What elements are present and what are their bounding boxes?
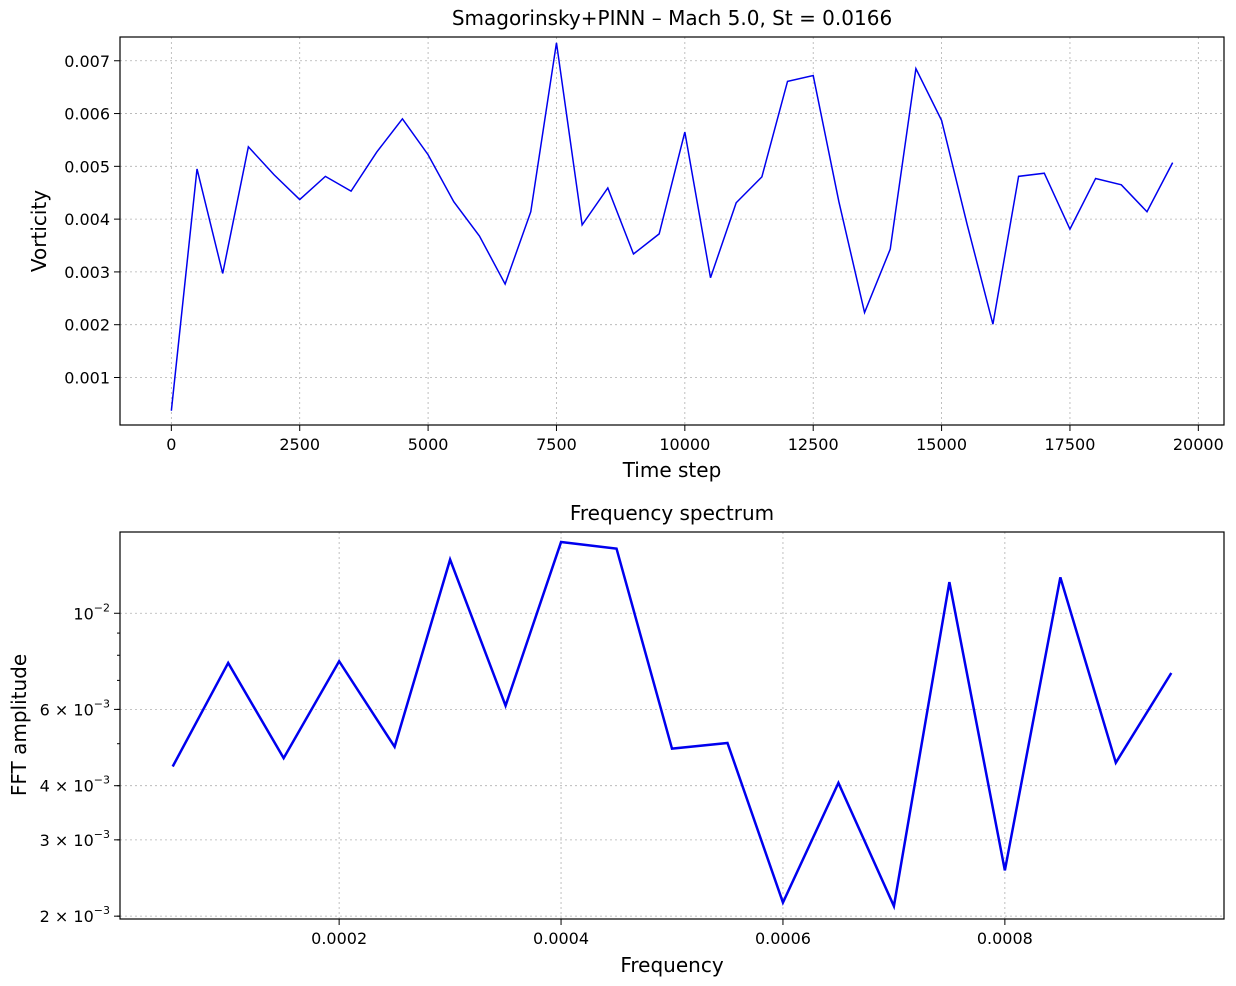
y-tick-label: 10−2: [73, 601, 110, 623]
x-tick-label: 0.0002: [311, 929, 367, 948]
vorticity-panel: Smagorinsky+PINN – Mach 5.0, St = 0.0166…: [27, 6, 1225, 482]
y-tick-label: 2 × 10−3: [40, 904, 110, 926]
vorticity-x-axis-label: Time step: [622, 458, 722, 482]
y-tick-label: 0.007: [64, 52, 110, 71]
y-tick-label: 0.001: [64, 368, 110, 387]
vorticity-grid: [120, 37, 1224, 425]
x-tick-label: 0: [166, 435, 176, 454]
y-tick-label: 4 × 10−3: [40, 774, 110, 796]
spectrum-panel: Frequency spectrum 0.0002 0.0004 0.0006 0.0…: [7, 501, 1225, 977]
x-tick-label: 0.0006: [755, 929, 811, 948]
spectrum-series-line: [171, 540, 1173, 911]
x-tick-label: 20000: [1173, 435, 1224, 454]
x-tick-label: 10000: [659, 435, 710, 454]
y-tick-label: 0.004: [64, 210, 110, 229]
vorticity-series-line: [170, 42, 1174, 411]
y-tick-label: 0.002: [64, 316, 110, 335]
vorticity-y-axis-label: Vorticity: [27, 190, 51, 272]
x-tick-label: 5000: [408, 435, 449, 454]
spectrum-grid: [120, 532, 1224, 919]
spectrum-y-axis-label: FFT amplitude: [7, 654, 31, 796]
x-tick-label: 17500: [1045, 435, 1096, 454]
x-tick-label: 7500: [536, 435, 577, 454]
x-tick-label: 15000: [916, 435, 967, 454]
spectrum-plot-frame: [119, 531, 1225, 920]
y-tick-label: 3 × 10−3: [40, 828, 110, 850]
vorticity-chart-title: Smagorinsky+PINN – Mach 5.0, St = 0.0166: [452, 6, 892, 30]
x-tick-label: 2500: [279, 435, 320, 454]
spectrum-x-axis-label: Frequency: [620, 953, 723, 977]
y-tick-label: 0.005: [64, 157, 110, 176]
y-tick-label: 0.006: [64, 105, 110, 124]
x-tick-label: 0.0004: [533, 929, 589, 948]
spectrum-chart-title: Frequency spectrum: [570, 501, 774, 525]
x-tick-label: 12500: [788, 435, 839, 454]
y-tick-label: 6 × 10−3: [40, 697, 110, 719]
vorticity-plot-frame: [119, 36, 1225, 426]
x-tick-label: 0.0008: [977, 929, 1033, 948]
spectrum-ticks: 0.0002 0.0004 0.0006 0.0008 2 × 10−3 3 × 10−3…: [40, 601, 1033, 948]
vorticity-ticks: 0 2500 5000 7500 10000 12500 15000 17500 20000 0.…: [64, 52, 1224, 454]
y-tick-label: 0.003: [64, 263, 110, 282]
